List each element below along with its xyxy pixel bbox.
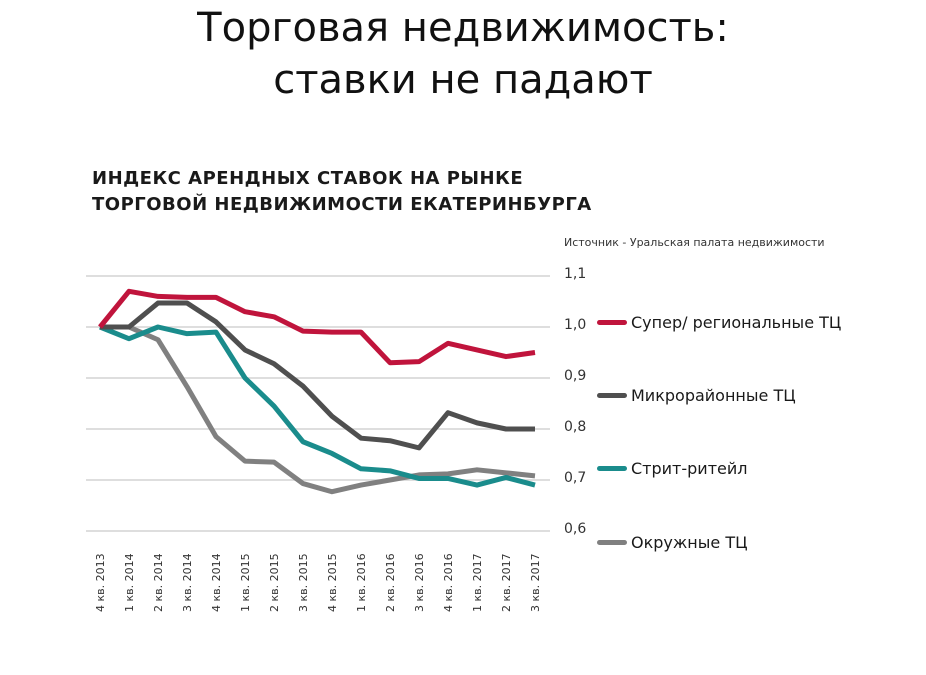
legend-item: Микрорайонные ТЦ	[597, 385, 796, 405]
legend-swatch	[597, 319, 627, 325]
slide-title-line2: ставки не падают	[273, 57, 653, 103]
x-tick-label: 1 кв. 2015	[239, 553, 252, 612]
x-axis-labels: 4 кв. 2013 1 кв. 2014 2 кв. 2014 3 кв. 2014…	[94, 553, 542, 612]
x-tick-label: 4 кв. 2013	[94, 553, 107, 612]
series-line	[100, 300, 535, 451]
gridlines	[86, 275, 550, 532]
y-tick-label: 1,0	[564, 317, 587, 333]
legend-swatch	[597, 539, 627, 545]
y-tick-label: 0,6	[564, 521, 587, 537]
x-tick-label: 2 кв. 2016	[384, 553, 397, 612]
x-tick-label: 4 кв. 2015	[326, 553, 339, 612]
x-tick-label: 3 кв. 2014	[181, 553, 194, 612]
legend-label: Стрит-ритейл	[631, 458, 748, 478]
x-tick-label: 4 кв. 2016	[442, 553, 455, 612]
x-tick-label: 1 кв. 2017	[471, 553, 484, 612]
x-tick-label: 1 кв. 2014	[123, 553, 136, 612]
chart-title-line2: ТОРГОВОЙ НЕДВИЖИМОСТИ ЕКАТЕРИНБУРГА	[92, 194, 592, 215]
legend-label: Микрорайонные ТЦ	[631, 385, 796, 405]
y-tick-label: 0,9	[564, 368, 587, 384]
series-line	[99, 324, 536, 488]
x-tick-label: 4 кв. 2014	[210, 553, 223, 612]
y-tick-label: 0,8	[564, 419, 587, 435]
series-lines	[98, 288, 536, 495]
legend-item: Окружные ТЦ	[597, 532, 748, 552]
slide-title: Торговая недвижимость: ставки не падают	[0, 2, 926, 106]
series-line	[100, 324, 536, 495]
x-tick-label: 2 кв. 2017	[500, 553, 513, 612]
x-tick-label: 3 кв. 2017	[529, 553, 542, 612]
y-tick-label: 1,1	[564, 266, 587, 282]
y-tick-label: 0,7	[564, 470, 587, 486]
chart-source: Источник - Уральская палата недвижимости	[564, 236, 825, 249]
chart-title: ИНДЕКС АРЕНДНЫХ СТАВОК НА РЫНКЕ ТОРГОВОЙ…	[92, 166, 592, 218]
legend-item: Супер/ региональные ТЦ	[597, 312, 841, 332]
x-tick-label: 2 кв. 2014	[152, 553, 165, 612]
legend-swatch	[597, 465, 627, 471]
slide-title-line1: Торговая недвижимость:	[197, 5, 729, 51]
legend-label: Супер/ региональные ТЦ	[631, 312, 842, 332]
x-tick-label: 1 кв. 2016	[355, 553, 368, 612]
x-tick-label: 3 кв. 2015	[297, 553, 310, 612]
chart-title-line1: ИНДЕКС АРЕНДНЫХ СТАВОК НА РЫНКЕ	[92, 168, 524, 189]
x-tick-label: 3 кв. 2016	[413, 553, 426, 612]
series-line	[98, 288, 536, 366]
legend-item: Стрит-ритейл	[597, 458, 747, 478]
legend-label: Окружные ТЦ	[631, 532, 748, 552]
x-tick-label: 2 кв. 2015	[268, 553, 281, 612]
legend-swatch	[597, 392, 627, 398]
